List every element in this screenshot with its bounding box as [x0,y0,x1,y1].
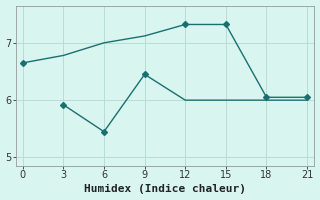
X-axis label: Humidex (Indice chaleur): Humidex (Indice chaleur) [84,184,246,194]
